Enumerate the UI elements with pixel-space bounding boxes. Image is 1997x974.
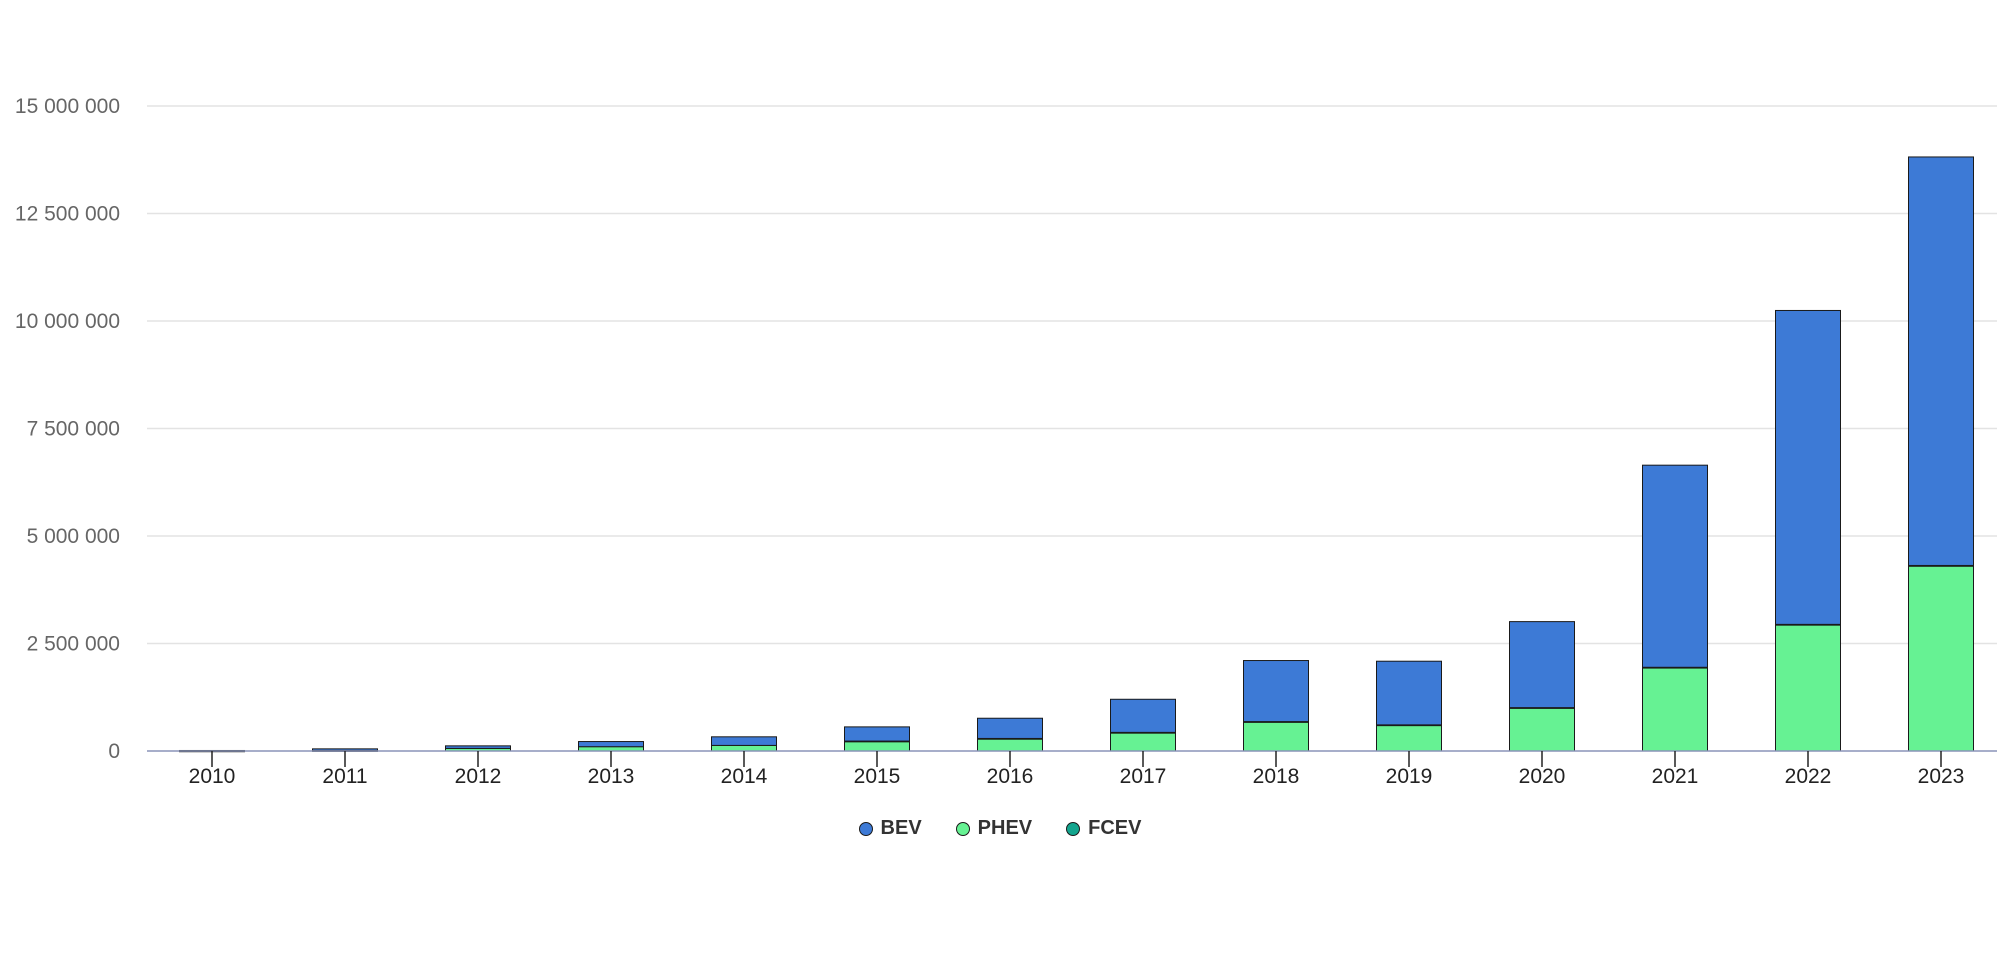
x-tick-label: 2019 bbox=[1386, 765, 1433, 788]
y-tick-label: 10 000 000 bbox=[15, 310, 120, 333]
x-tick-label: 2011 bbox=[322, 765, 367, 788]
bar-phev-2023 bbox=[1908, 565, 1974, 752]
x-axis bbox=[147, 750, 1997, 767]
legend-label: BEV bbox=[880, 817, 922, 839]
bar-phev-2015 bbox=[844, 740, 910, 752]
bar-bev-2015 bbox=[844, 726, 910, 742]
bar-phev-2021 bbox=[1642, 667, 1708, 752]
bar-bev-2013 bbox=[578, 741, 644, 748]
legend-item-fcev[interactable]: FCEV bbox=[1066, 817, 1141, 840]
y-tick-label: 2 500 000 bbox=[27, 633, 120, 656]
y-tick-label: 12 500 000 bbox=[15, 203, 120, 226]
x-tick-label: 2020 bbox=[1519, 765, 1566, 788]
x-tick-label: 2015 bbox=[854, 765, 901, 788]
bar-bev-2021 bbox=[1642, 464, 1708, 668]
x-tick-label: 2023 bbox=[1918, 765, 1965, 788]
legend-swatch-icon bbox=[858, 821, 873, 836]
bar-phev-2014 bbox=[711, 744, 777, 752]
bar-bev-2022 bbox=[1775, 309, 1841, 625]
y-tick-label: 15 000 000 bbox=[15, 95, 120, 118]
x-tick-label: 2014 bbox=[721, 765, 768, 788]
y-tick-label: 7 500 000 bbox=[27, 418, 120, 441]
legend-label: FCEV bbox=[1088, 817, 1142, 839]
x-tick-label: 2012 bbox=[455, 765, 502, 788]
bar-bev-2017 bbox=[1110, 698, 1176, 733]
x-tick-label: 2022 bbox=[1785, 765, 1832, 788]
legend-item-bev[interactable]: BEV bbox=[858, 817, 922, 840]
stacked-bar-chart: 0 2 500 000 5 000 000 7 500 000 10 000 000 12… bbox=[15, 95, 1997, 788]
x-tick-label: 2013 bbox=[588, 765, 635, 788]
bar-bev-2019 bbox=[1376, 660, 1442, 726]
gridlines bbox=[147, 105, 1997, 645]
bar-phev-2020 bbox=[1509, 707, 1575, 752]
x-tick-label: 2016 bbox=[987, 765, 1034, 788]
y-axis-tick-labels: 0 2 500 000 5 000 000 7 500 000 10 000 000 12… bbox=[15, 95, 120, 763]
x-tick-label: 2010 bbox=[189, 765, 236, 788]
bar-phev-2022 bbox=[1775, 624, 1841, 752]
bar-phev-2018 bbox=[1243, 721, 1309, 752]
legend: BEV PHEV FCEV bbox=[0, 817, 1997, 840]
bar-bev-2018 bbox=[1243, 660, 1309, 723]
bar-bev-2016 bbox=[977, 717, 1043, 739]
x-axis-tick-labels: 2010 2011 2012 2013 2014 2015 2016 2017 2018 2019… bbox=[189, 765, 1965, 788]
bars bbox=[179, 156, 1974, 753]
bar-bev-2014 bbox=[711, 736, 777, 746]
bar-phev-2017 bbox=[1110, 732, 1176, 752]
legend-swatch-icon bbox=[1066, 821, 1081, 836]
x-tick-label: 2018 bbox=[1253, 765, 1300, 788]
legend-swatch-icon bbox=[955, 821, 970, 836]
legend-item-phev[interactable]: PHEV bbox=[955, 817, 1033, 840]
bar-bev-2020 bbox=[1509, 621, 1575, 709]
bar-phev-2019 bbox=[1376, 724, 1442, 752]
y-tick-label: 5 000 000 bbox=[27, 525, 120, 548]
x-tick-label: 2021 bbox=[1652, 765, 1699, 788]
y-tick-label: 0 bbox=[108, 740, 120, 763]
bar-bev-2012 bbox=[445, 745, 511, 749]
bar-phev-2016 bbox=[977, 738, 1043, 752]
x-tick-label: 2017 bbox=[1120, 765, 1167, 788]
bar-bev-2023 bbox=[1908, 156, 1974, 566]
legend-label: PHEV bbox=[977, 817, 1033, 839]
